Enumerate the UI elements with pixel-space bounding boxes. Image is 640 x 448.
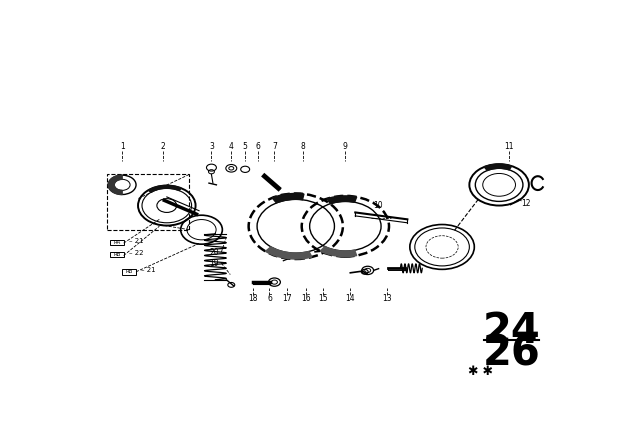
Polygon shape <box>321 246 356 257</box>
Polygon shape <box>272 194 304 203</box>
Text: – 21: – 21 <box>141 267 156 273</box>
Text: 5: 5 <box>243 142 248 151</box>
Polygon shape <box>484 164 512 171</box>
Text: 17: 17 <box>282 294 292 303</box>
Text: 3: 3 <box>209 142 214 151</box>
Text: 26: 26 <box>483 333 540 375</box>
Text: 9: 9 <box>343 142 348 151</box>
Text: 18: 18 <box>248 294 257 303</box>
Text: 2: 2 <box>161 142 166 151</box>
Bar <box>110 252 124 257</box>
Polygon shape <box>327 196 356 204</box>
Text: 11: 11 <box>504 142 514 151</box>
Text: ✱ ✱: ✱ ✱ <box>468 365 493 378</box>
Text: 7: 7 <box>272 142 277 151</box>
Text: 4: 4 <box>229 142 234 151</box>
Polygon shape <box>108 175 122 194</box>
Text: 6: 6 <box>255 142 260 151</box>
Text: 14: 14 <box>346 294 355 303</box>
Text: 12: 12 <box>522 199 531 208</box>
Text: 10: 10 <box>372 201 383 210</box>
Polygon shape <box>148 185 181 192</box>
Text: RA: RA <box>113 240 120 245</box>
Text: 20: 20 <box>209 248 219 257</box>
Text: – 21: – 21 <box>129 238 143 244</box>
Text: 1: 1 <box>120 142 125 151</box>
Text: 19: 19 <box>209 258 219 267</box>
Text: 16: 16 <box>301 294 310 303</box>
Text: 15: 15 <box>318 294 328 303</box>
Polygon shape <box>266 247 312 259</box>
Text: RB: RB <box>113 252 120 257</box>
Bar <box>108 174 189 230</box>
Bar <box>110 240 124 245</box>
Text: 24: 24 <box>483 310 540 353</box>
Text: 8: 8 <box>301 142 305 151</box>
Text: RB: RB <box>125 269 132 274</box>
Text: 13: 13 <box>381 294 391 303</box>
Text: 6: 6 <box>267 294 272 303</box>
Text: – 22: – 22 <box>129 250 143 256</box>
Bar <box>122 269 136 275</box>
